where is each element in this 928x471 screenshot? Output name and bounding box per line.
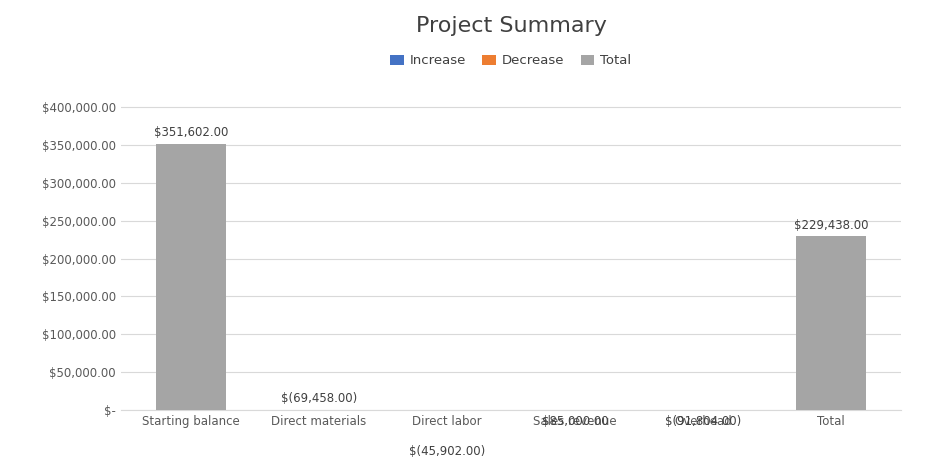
Bar (156, 144, 226, 410)
Text: $85,000.00: $85,000.00 (541, 415, 608, 428)
Text: $(91,804.00): $(91,804.00) (664, 415, 741, 428)
Text: $(45,902.00): $(45,902.00) (408, 445, 484, 458)
Text: $229,438.00: $229,438.00 (793, 219, 867, 232)
Bar (284, 410, 354, 462)
Bar (539, 433, 610, 471)
Bar (794, 236, 865, 410)
Title: Project Summary: Project Summary (415, 16, 606, 36)
Legend: Increase, Decrease, Total: Increase, Decrease, Total (385, 49, 636, 73)
Bar (411, 462, 482, 471)
Text: $351,602.00: $351,602.00 (154, 127, 228, 139)
Bar (667, 433, 737, 471)
Text: $(69,458.00): $(69,458.00) (280, 392, 356, 405)
